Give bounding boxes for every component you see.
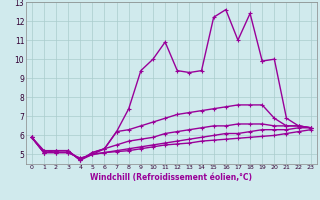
- X-axis label: Windchill (Refroidissement éolien,°C): Windchill (Refroidissement éolien,°C): [90, 173, 252, 182]
